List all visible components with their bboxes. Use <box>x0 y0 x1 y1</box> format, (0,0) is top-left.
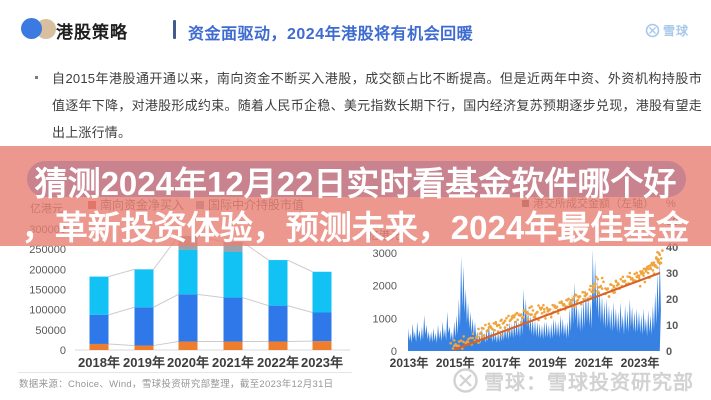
svg-text:2013年: 2013年 <box>390 355 429 370</box>
bullet-icon <box>35 76 38 79</box>
svg-text:2019年: 2019年 <box>528 355 567 370</box>
promo-title-pill <box>27 161 686 197</box>
svg-text:2020年: 2020年 <box>167 355 209 370</box>
snowball-logo-icon <box>645 23 660 38</box>
logo-blue-circle-icon <box>21 18 42 39</box>
svg-text:2021年: 2021年 <box>212 355 254 370</box>
svg-text:2021年: 2021年 <box>574 355 613 370</box>
snowball-brand: 雪球 <box>645 22 689 39</box>
report-tagline: 资金面驱动，2024年港股将有机会回暖 <box>188 26 474 43</box>
svg-text:50000: 50000 <box>35 325 66 337</box>
brand-text: 雪球 <box>663 24 690 38</box>
watermark: 雪球：雪球投资研究部 <box>452 366 694 395</box>
svg-text:3000: 3000 <box>373 248 397 260</box>
svg-text:0: 0 <box>60 345 66 357</box>
svg-text:100000: 100000 <box>29 305 66 317</box>
svg-text:250000: 250000 <box>29 244 66 256</box>
svg-text:2019年: 2019年 <box>123 355 165 370</box>
footer-divider <box>18 372 352 373</box>
svg-text:10: 10 <box>666 320 678 332</box>
tagline-divider <box>173 20 176 39</box>
snowball-watermark-icon <box>453 368 478 393</box>
watermark-text: 雪球：雪球投资研究部 <box>484 372 694 394</box>
page-title: 港股策略 <box>56 23 128 42</box>
svg-text:2015年: 2015年 <box>436 355 475 370</box>
svg-text:2017年: 2017年 <box>482 355 521 370</box>
promo-headline-line2: ，革新投资体验，预测未来，2024年最佳基金 <box>21 209 690 246</box>
svg-text:200000: 200000 <box>29 264 66 276</box>
svg-text:0: 0 <box>391 346 397 358</box>
svg-text:30: 30 <box>666 268 678 280</box>
svg-text:2018年: 2018年 <box>78 355 120 370</box>
svg-text:2023年: 2023年 <box>301 355 343 370</box>
svg-text:2000: 2000 <box>373 281 397 293</box>
svg-text:20: 20 <box>666 294 678 306</box>
svg-text:1000: 1000 <box>373 313 397 325</box>
summary-paragraph: 自2015年港股通开通以来，南向资金不断买入港股，成交额占比不断提高。但是近两年… <box>52 71 702 140</box>
data-source-note: 数据来源：Choice、Wind，雪球投资研究部整理，截至2023年12月31日 <box>19 379 334 390</box>
promo-headline-line1: 猜测2024年12月22日实时看基金软件哪个好 <box>34 165 677 202</box>
svg-text:0: 0 <box>666 346 672 358</box>
svg-text:2023年: 2023年 <box>621 355 660 370</box>
svg-text:2022年: 2022年 <box>257 355 299 370</box>
svg-text:150000: 150000 <box>29 285 66 297</box>
